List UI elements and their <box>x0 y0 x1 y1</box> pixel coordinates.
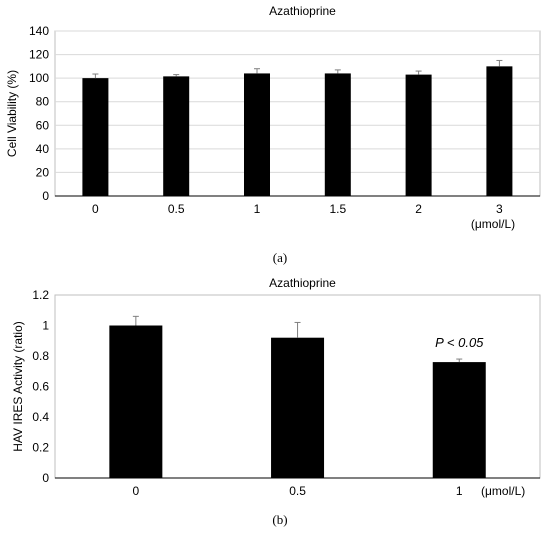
y-tick-label: 0 <box>42 471 49 485</box>
panel-label: (b) <box>272 512 287 527</box>
y-tick-label: 0.2 <box>32 441 49 455</box>
chart-title: Azathioprine <box>269 4 336 18</box>
bar-1 <box>244 73 270 196</box>
y-tick-label: 20 <box>36 165 50 179</box>
significance-annotation: P < 0.05 <box>435 335 484 350</box>
y-axis-label: Cell Viability (%) <box>5 70 19 157</box>
x-tick-label: 2 <box>415 202 422 216</box>
chart-title: Azathioprine <box>269 276 336 290</box>
y-tick-label: 0.8 <box>32 349 49 363</box>
bar-3 <box>486 66 513 196</box>
bar-0.5 <box>163 76 190 196</box>
y-tick-label: 1.2 <box>32 288 49 302</box>
plot-area-border <box>54 30 541 197</box>
x-unit-label: (μmol/L) <box>471 217 515 231</box>
y-tick-label: 100 <box>29 71 49 85</box>
y-tick-label: 60 <box>36 118 50 132</box>
x-tick-label: 3 <box>496 202 503 216</box>
x-unit-label: (μmol/L) <box>481 484 525 498</box>
panel-label: (a) <box>273 250 287 265</box>
y-axis-label: HAV IRES Activity (ratio) <box>11 321 25 451</box>
bar-0 <box>109 325 163 478</box>
bar-1.5 <box>324 73 351 196</box>
y-tick-label: 80 <box>36 95 50 109</box>
x-tick-label: 0.5 <box>289 484 306 498</box>
y-tick-label: 140 <box>29 24 49 38</box>
x-tick-label: 1.5 <box>329 202 346 216</box>
y-tick-label: 1 <box>42 319 49 333</box>
x-tick-label: 0 <box>133 484 140 498</box>
x-tick-label: 0.5 <box>168 202 185 216</box>
y-tick-label: 120 <box>29 48 49 62</box>
y-tick-label: 40 <box>36 142 50 156</box>
y-tick-label: 0.4 <box>32 410 49 424</box>
x-tick-label: 0 <box>92 202 99 216</box>
chart-panel-a: 0 20 40 60 80 100 120 140 0 0.5 1 1.5 2 3(μmol/L) Azat… <box>5 4 541 265</box>
x-tick-label: 1 <box>456 484 463 498</box>
bar-1 <box>432 362 486 478</box>
y-tick-label: 0.6 <box>32 380 49 394</box>
bar-2 <box>405 74 432 196</box>
bar-0.5 <box>271 337 325 478</box>
bar-0 <box>82 78 109 196</box>
chart-panel-b: 0 0.2 0.4 0.6 0.8 1 1.2 0 0.5 1 P < 0.05 (μmol/L) Az… <box>11 276 541 527</box>
y-tick-label: 0 <box>42 189 49 203</box>
x-tick-label: 1 <box>254 202 261 216</box>
